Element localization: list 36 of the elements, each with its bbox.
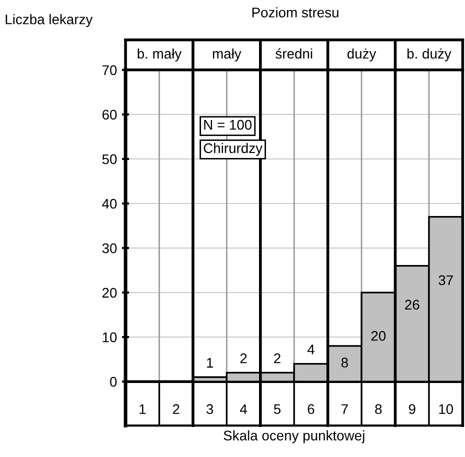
annotation: Chirurdzy [204, 142, 262, 156]
y-tick-label: 20 [102, 288, 117, 298]
y-tick-label: 0 [110, 376, 117, 387]
annotation: N = 100 [204, 120, 252, 130]
y-tick-label: 30 [102, 243, 117, 254]
x-tick-label: 5 [274, 404, 281, 414]
data-label: 1 [207, 358, 214, 368]
data-label: 26 [405, 300, 420, 310]
chart-title: Poziom stresu [252, 7, 338, 18]
y-tick-label: 10 [102, 332, 117, 342]
data-label: 2 [274, 353, 280, 364]
x-tick-label: 9 [408, 404, 416, 414]
y-tick-label: 70 [102, 65, 117, 76]
text: mały [212, 48, 242, 62]
y-tick-label: 50 [102, 154, 117, 164]
data-label: 37 [438, 275, 453, 286]
x-tick-label: 8 [375, 404, 382, 414]
text: b. duży [407, 48, 452, 62]
text: duży [347, 48, 376, 62]
x-tick-label: 6 [308, 404, 314, 414]
x-tick-label: 3 [206, 404, 214, 414]
x-tick-label: 1 [140, 404, 146, 414]
x-tick-label: 10 [439, 404, 453, 414]
x-tick-label: 4 [240, 404, 247, 414]
x-tick-label: 2 [172, 404, 180, 414]
x-tick-label: 7 [342, 404, 348, 414]
y-tick-label: 40 [102, 198, 117, 209]
text: średni [276, 48, 312, 59]
text: b. mały [138, 48, 182, 62]
data-label: 20 [371, 330, 386, 341]
y-tick-label: 60 [102, 110, 117, 120]
data-label: 8 [341, 358, 348, 368]
data-label: 4 [307, 344, 314, 354]
x-axis-title: Skala oceny punktowej [224, 430, 364, 444]
y-axis-title: Liczba lekarzy [6, 14, 93, 28]
data-label: 2 [240, 353, 247, 364]
